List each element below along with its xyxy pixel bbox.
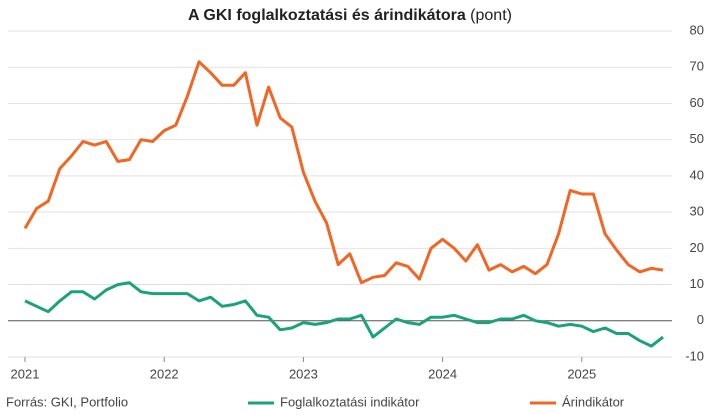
- y-tick-label: -10: [685, 348, 704, 363]
- series-line: [23, 60, 664, 285]
- title-main: A GKI foglalkoztatási és árindikátora: [188, 7, 466, 24]
- y-tick-label: 40: [690, 167, 704, 182]
- y-tick-label: 10: [690, 276, 704, 291]
- y-tick-label: 0: [697, 312, 704, 327]
- y-tick-label: 20: [690, 240, 704, 255]
- x-tick-label: 2021: [11, 366, 40, 381]
- y-tick-label: 30: [690, 204, 704, 219]
- series-line: [24, 281, 664, 348]
- chart-title: A GKI foglalkoztatási és árindikátora (p…: [188, 7, 512, 24]
- x-tick-label: 2022: [150, 366, 179, 381]
- x-tick-label: 2025: [567, 366, 596, 381]
- title-unit: (pont): [470, 7, 512, 24]
- y-tick-label: 50: [690, 131, 704, 146]
- source: Forrás: GKI, Portfolio: [6, 394, 128, 409]
- x-tick-label: 2024: [428, 366, 457, 381]
- legend-label: Foglalkoztatási indikátor: [280, 394, 420, 409]
- y-tick-label: 80: [690, 22, 704, 37]
- x-tick-label: 2023: [289, 366, 318, 381]
- y-tick-label: 70: [690, 59, 704, 74]
- y-tick-label: 60: [690, 95, 704, 110]
- legend-label: Árindikátor: [562, 394, 625, 409]
